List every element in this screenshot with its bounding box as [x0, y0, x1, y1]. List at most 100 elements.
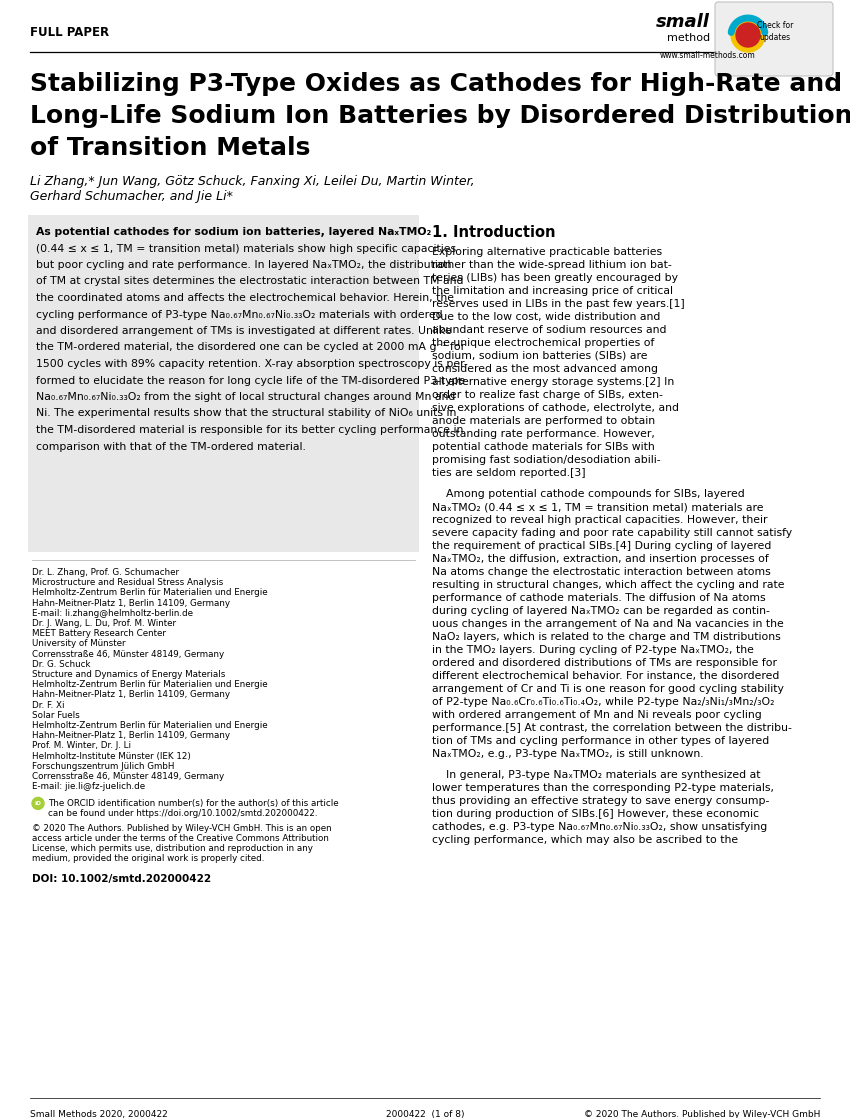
Text: Ni. The experimental results show that the structural stability of NiO₆ units in: Ni. The experimental results show that t…	[36, 408, 456, 418]
Text: Small Methods 2020, 2000422: Small Methods 2020, 2000422	[30, 1110, 167, 1118]
Text: potential cathode materials for SIBs with: potential cathode materials for SIBs wit…	[432, 442, 654, 452]
Text: with ordered arrangement of Mn and Ni reveals poor cycling: with ordered arrangement of Mn and Ni re…	[432, 710, 762, 720]
Text: NaₓTMO₂, e.g., P3-type NaₓTMO₂, is still unknown.: NaₓTMO₂, e.g., P3-type NaₓTMO₂, is still…	[432, 749, 704, 759]
Text: order to realize fast charge of SIBs, exten-: order to realize fast charge of SIBs, ex…	[432, 390, 663, 400]
Text: Dr. G. Schuck: Dr. G. Schuck	[32, 660, 90, 669]
Text: NaₓTMO₂ (0.44 ≤ x ≤ 1, TM = transition metal) materials are: NaₓTMO₂ (0.44 ≤ x ≤ 1, TM = transition m…	[432, 502, 763, 512]
Text: performance.[5] At contrast, the correlation between the distribu-: performance.[5] At contrast, the correla…	[432, 723, 792, 733]
Text: E-mail: li.zhang@helmholtz-berlin.de: E-mail: li.zhang@helmholtz-berlin.de	[32, 609, 193, 618]
Text: the TM-disordered material is responsible for its better cycling performance in: the TM-disordered material is responsibl…	[36, 425, 463, 435]
Text: the limitation and increasing price of critical: the limitation and increasing price of c…	[432, 286, 673, 296]
Text: MEET Battery Research Center: MEET Battery Research Center	[32, 629, 166, 638]
Text: lower temperatures than the corresponding P2-type materials,: lower temperatures than the correspondin…	[432, 783, 774, 793]
Text: Dr. L. Zhang, Prof. G. Schumacher: Dr. L. Zhang, Prof. G. Schumacher	[32, 568, 179, 577]
Text: 1500 cycles with 89% capacity retention. X-ray absorption spectroscopy is per-: 1500 cycles with 89% capacity retention.…	[36, 359, 468, 369]
Text: © 2020 The Authors. Published by Wiley-VCH GmbH. This is an open: © 2020 The Authors. Published by Wiley-V…	[32, 824, 332, 833]
Text: teries (LIBs) has been greatly encouraged by: teries (LIBs) has been greatly encourage…	[432, 273, 678, 283]
Text: the unique electrochemical properties of: the unique electrochemical properties of	[432, 338, 654, 348]
Text: can be found under https://doi.org/10.1002/smtd.202000422.: can be found under https://doi.org/10.10…	[48, 809, 318, 818]
Text: Helmholtz-Zentrum Berlin für Materialien und Energie: Helmholtz-Zentrum Berlin für Materialien…	[32, 588, 268, 597]
Text: arrangement of Cr and Ti is one reason for good cycling stability: arrangement of Cr and Ti is one reason f…	[432, 684, 784, 694]
Text: Solar Fuels: Solar Fuels	[32, 711, 80, 720]
Text: comparison with that of the TM-ordered material.: comparison with that of the TM-ordered m…	[36, 442, 306, 452]
Text: the coordinated atoms and affects the electrochemical behavior. Herein, the: the coordinated atoms and affects the el…	[36, 293, 454, 303]
Text: Helmholtz-Zentrum Berlin für Materialien und Energie: Helmholtz-Zentrum Berlin für Materialien…	[32, 721, 268, 730]
Text: Dr. J. Wang, L. Du, Prof. M. Winter: Dr. J. Wang, L. Du, Prof. M. Winter	[32, 619, 176, 628]
Text: As potential cathodes for sodium ion batteries, layered NaₓTMO₂: As potential cathodes for sodium ion bat…	[36, 227, 431, 237]
Text: iD: iD	[35, 800, 42, 806]
Text: Corrensstraße 46, Münster 48149, Germany: Corrensstraße 46, Münster 48149, Germany	[32, 650, 224, 659]
Text: different electrochemical behavior. For instance, the disordered: different electrochemical behavior. For …	[432, 671, 779, 681]
Text: (0.44 ≤ x ≤ 1, TM = transition metal) materials show high specific capacities: (0.44 ≤ x ≤ 1, TM = transition metal) ma…	[36, 244, 456, 254]
Text: Na₀.₆₇Mn₀.₆₇Ni₀.₃₃O₂ from the sight of local structural changes around Mn and: Na₀.₆₇Mn₀.₆₇Ni₀.₃₃O₂ from the sight of l…	[36, 392, 456, 402]
Text: FULL PAPER: FULL PAPER	[30, 26, 109, 38]
Text: small: small	[656, 13, 710, 31]
Text: reserves used in LIBs in the past few years.[1]: reserves used in LIBs in the past few ye…	[432, 299, 685, 309]
Text: Helmholtz-Zentrum Berlin für Materialien und Energie: Helmholtz-Zentrum Berlin für Materialien…	[32, 680, 268, 689]
Text: formed to elucidate the reason for long cycle life of the TM-disordered P3-type: formed to elucidate the reason for long …	[36, 376, 465, 386]
Text: 1. Introduction: 1. Introduction	[432, 225, 556, 240]
Text: and disordered arrangement of TMs is investigated at different rates. Unlike: and disordered arrangement of TMs is inv…	[36, 326, 451, 337]
Text: updates: updates	[759, 34, 791, 42]
Text: tion of TMs and cycling performance in other types of layered: tion of TMs and cycling performance in o…	[432, 736, 769, 746]
Text: the requirement of practical SIBs.[4] During cycling of layered: the requirement of practical SIBs.[4] Du…	[432, 541, 772, 551]
Circle shape	[32, 797, 44, 809]
Text: Dr. F. Xi: Dr. F. Xi	[32, 701, 65, 710]
Bar	[28, 215, 419, 552]
Text: Corrensstraße 46, Münster 48149, Germany: Corrensstraße 46, Münster 48149, Germany	[32, 773, 224, 781]
Text: Na atoms change the electrostatic interaction between atoms: Na atoms change the electrostatic intera…	[432, 567, 771, 577]
Text: University of Münster: University of Münster	[32, 639, 126, 648]
Text: promising fast sodiation/desodiation abili-: promising fast sodiation/desodiation abi…	[432, 455, 660, 465]
Text: recognized to reveal high practical capacities. However, their: recognized to reveal high practical capa…	[432, 515, 768, 525]
Circle shape	[736, 23, 760, 47]
Text: E-mail: jie.li@fz-juelich.de: E-mail: jie.li@fz-juelich.de	[32, 783, 145, 792]
FancyBboxPatch shape	[715, 2, 833, 76]
Text: Helmholtz-Institute Münster (IEK 12): Helmholtz-Institute Münster (IEK 12)	[32, 751, 191, 760]
Text: The ORCID identification number(s) for the author(s) of this article: The ORCID identification number(s) for t…	[48, 799, 338, 808]
Text: Hahn-Meitner-Platz 1, Berlin 14109, Germany: Hahn-Meitner-Platz 1, Berlin 14109, Germ…	[32, 598, 230, 607]
Text: Due to the low cost, wide distribution and: Due to the low cost, wide distribution a…	[432, 312, 660, 322]
Text: Hahn-Meitner-Platz 1, Berlin 14109, Germany: Hahn-Meitner-Platz 1, Berlin 14109, Germ…	[32, 731, 230, 740]
Text: considered as the most advanced among: considered as the most advanced among	[432, 364, 658, 375]
Text: Forschungszentrum Jülich GmbH: Forschungszentrum Jülich GmbH	[32, 761, 174, 770]
Text: In general, P3-type NaₓTMO₂ materials are synthesized at: In general, P3-type NaₓTMO₂ materials ar…	[432, 770, 761, 780]
Text: cycling performance, which may also be ascribed to the: cycling performance, which may also be a…	[432, 835, 738, 845]
Text: abundant reserve of sodium resources and: abundant reserve of sodium resources and	[432, 325, 666, 335]
Text: of Transition Metals: of Transition Metals	[30, 136, 310, 160]
Text: ties are seldom reported.[3]: ties are seldom reported.[3]	[432, 468, 586, 479]
Text: cathodes, e.g. P3-type Na₀.₆₇Mn₀.₆₇Ni₀.₃₃O₂, show unsatisfying: cathodes, e.g. P3-type Na₀.₆₇Mn₀.₆₇Ni₀.₃…	[432, 822, 768, 832]
Text: ordered and disordered distributions of TMs are responsible for: ordered and disordered distributions of …	[432, 659, 777, 667]
Text: uous changes in the arrangement of Na and Na vacancies in the: uous changes in the arrangement of Na an…	[432, 619, 784, 629]
Text: sodium, sodium ion batteries (SIBs) are: sodium, sodium ion batteries (SIBs) are	[432, 351, 648, 361]
Text: www.small-methods.com: www.small-methods.com	[660, 51, 756, 60]
Text: Hahn-Meitner-Platz 1, Berlin 14109, Germany: Hahn-Meitner-Platz 1, Berlin 14109, Germ…	[32, 691, 230, 700]
Text: Among potential cathode compounds for SIBs, layered: Among potential cathode compounds for SI…	[432, 489, 745, 499]
Text: Gerhard Schumacher, and Jie Li*: Gerhard Schumacher, and Jie Li*	[30, 190, 233, 203]
Circle shape	[731, 18, 765, 53]
Text: Stabilizing P3-Type Oxides as Cathodes for High-Rate and: Stabilizing P3-Type Oxides as Cathodes f…	[30, 72, 842, 96]
Text: medium, provided the original work is properly cited.: medium, provided the original work is pr…	[32, 854, 264, 863]
Text: Check for: Check for	[756, 20, 793, 29]
Text: the TM-ordered material, the disordered one can be cycled at 2000 mA g⁻¹ for: the TM-ordered material, the disordered …	[36, 342, 465, 352]
Text: thus providing an effective strategy to save energy consump-: thus providing an effective strategy to …	[432, 796, 769, 806]
Text: License, which permits use, distribution and reproduction in any: License, which permits use, distribution…	[32, 844, 313, 853]
Text: 2000422  (1 of 8): 2000422 (1 of 8)	[386, 1110, 464, 1118]
Text: access article under the terms of the Creative Commons Attribution: access article under the terms of the Cr…	[32, 834, 329, 843]
Text: of TM at crystal sites determines the electrostatic interaction between TM and: of TM at crystal sites determines the el…	[36, 276, 463, 286]
Text: anode materials are performed to obtain: anode materials are performed to obtain	[432, 416, 655, 426]
Text: performance of cathode materials. The diffusion of Na atoms: performance of cathode materials. The di…	[432, 593, 766, 603]
Text: but poor cycling and rate performance. In layered NaₓTMO₂, the distribution: but poor cycling and rate performance. I…	[36, 260, 451, 271]
Text: severe capacity fading and poor rate capability still cannot satisfy: severe capacity fading and poor rate cap…	[432, 528, 792, 538]
Text: Long-Life Sodium Ion Batteries by Disordered Distribution: Long-Life Sodium Ion Batteries by Disord…	[30, 104, 850, 127]
Text: Li Zhang,* Jun Wang, Götz Schuck, Fanxing Xi, Leilei Du, Martin Winter,: Li Zhang,* Jun Wang, Götz Schuck, Fanxin…	[30, 176, 474, 188]
Text: © 2020 The Authors. Published by Wiley-VCH GmbH: © 2020 The Authors. Published by Wiley-V…	[584, 1110, 820, 1118]
Text: NaₓTMO₂, the diffusion, extraction, and insertion processes of: NaₓTMO₂, the diffusion, extraction, and …	[432, 555, 768, 563]
Text: rather than the wide-spread lithium ion bat-: rather than the wide-spread lithium ion …	[432, 260, 672, 271]
Text: of P2-type Na₀.₆Cr₀.₆Ti₀.₆Ti₀.₄O₂, while P2-type Na₂/₃Ni₁/₃Mn₂/₃O₂: of P2-type Na₀.₆Cr₀.₆Ti₀.₆Ti₀.₄O₂, while…	[432, 697, 774, 707]
Text: Prof. M. Winter, Dr. J. Li: Prof. M. Winter, Dr. J. Li	[32, 741, 131, 750]
Text: NaO₂ layers, which is related to the charge and TM distributions: NaO₂ layers, which is related to the cha…	[432, 632, 781, 642]
Text: DOI: 10.1002/smtd.202000422: DOI: 10.1002/smtd.202000422	[32, 874, 211, 884]
Text: during cycling of layered NaₓTMO₂ can be regarded as contin-: during cycling of layered NaₓTMO₂ can be…	[432, 606, 770, 616]
Text: method: method	[667, 34, 710, 42]
Text: outstanding rate performance. However,: outstanding rate performance. However,	[432, 429, 654, 439]
